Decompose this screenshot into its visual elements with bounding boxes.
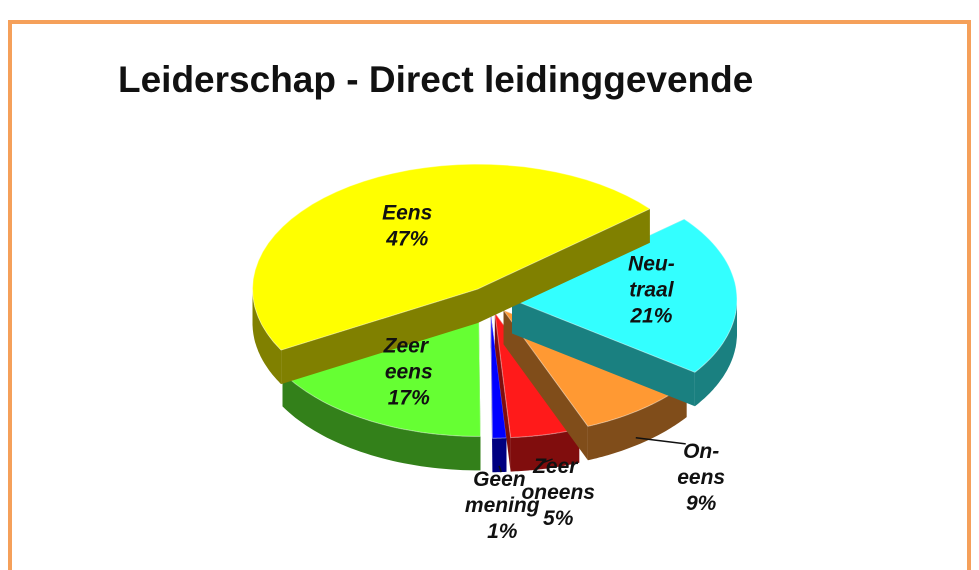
slice-label: Zeer eens <box>383 334 434 383</box>
value-label: 9% <box>686 492 717 515</box>
value-label: 17% <box>388 386 430 409</box>
slice-label: Eens <box>382 202 432 225</box>
slice-side <box>282 372 481 471</box>
slice-label: Zeer oneens <box>521 455 595 504</box>
slice-side <box>510 428 580 472</box>
label-line: Neu- <box>628 253 675 276</box>
label-line: eens <box>677 466 725 489</box>
slice-wall <box>281 289 478 385</box>
label-line: On- <box>683 440 719 463</box>
frame <box>8 20 971 570</box>
slice-wall <box>477 208 650 324</box>
slice-top <box>251 163 651 351</box>
value-label: 21% <box>629 305 672 328</box>
slice-top <box>281 310 482 437</box>
slice-side <box>587 383 687 461</box>
label-line: Geen <box>473 468 531 491</box>
label-line: oneens <box>521 481 595 504</box>
slice-side <box>492 437 507 473</box>
slice-side <box>252 289 282 385</box>
leader-line <box>542 458 553 464</box>
label-line: Eens <box>382 202 432 225</box>
leader-line <box>635 436 686 445</box>
chart-title: Leiderschap - Direct leidinggevende <box>118 59 753 100</box>
slice-top <box>510 218 738 373</box>
slice-wall <box>503 310 588 461</box>
value-label: 47% <box>385 228 428 251</box>
leader-line <box>498 465 502 473</box>
slice <box>251 163 651 385</box>
label-line: traal <box>629 279 675 302</box>
slice-wall <box>490 313 493 473</box>
value-label: 1% <box>487 520 518 543</box>
value-label: 5% <box>543 507 574 530</box>
label-line: Zeer <box>532 455 583 478</box>
slice-label: Geen mening <box>465 468 540 517</box>
slice-wall <box>512 299 695 407</box>
label-line: mening <box>465 494 540 517</box>
slice <box>510 218 738 407</box>
slice-side <box>694 299 737 407</box>
slice-wall <box>494 312 511 472</box>
label-line: eens <box>385 360 433 383</box>
slice-label: Neu-traal <box>628 253 675 302</box>
label-line: Zeer <box>383 334 434 357</box>
slice-label: On-eens <box>677 440 725 489</box>
